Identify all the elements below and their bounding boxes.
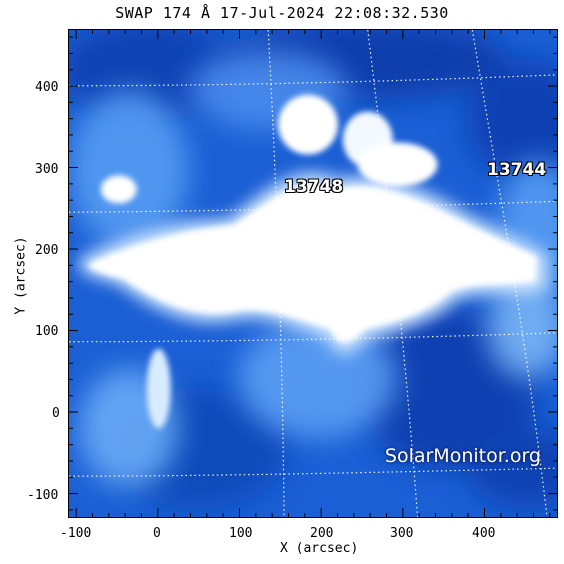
y-tick-label: 400 — [35, 80, 59, 95]
x-tick-label: 300 — [390, 526, 414, 541]
y-tick-label: 0 — [52, 406, 60, 421]
image-title: SWAP 174 Å 17-Jul-2024 22:08:32.530 — [115, 4, 449, 22]
x-tick-label: 100 — [229, 526, 253, 541]
y-tick-label: 300 — [35, 162, 59, 177]
x-tick-label: 200 — [310, 526, 334, 541]
y-tick-label: 200 — [35, 243, 59, 258]
active-region-label: 13744 — [487, 160, 547, 180]
x-tick-label: 0 — [153, 526, 161, 541]
solarmonitor-watermark: SolarMonitor.org — [384, 445, 541, 467]
active-region-label: 13748 — [284, 177, 344, 197]
y-tick-label: -100 — [27, 488, 59, 503]
x-tick-label: 400 — [472, 526, 496, 541]
euv-sun-image — [69, 30, 557, 517]
x-tick-label: -100 — [60, 526, 92, 541]
x-axis-label: X (arcsec) — [280, 541, 359, 556]
y-tick-label: 100 — [35, 324, 59, 339]
solar-image-panel: 13748 13744 SolarMonitor.org — [68, 29, 558, 518]
y-axis-label: Y (arcsec) — [13, 236, 29, 315]
